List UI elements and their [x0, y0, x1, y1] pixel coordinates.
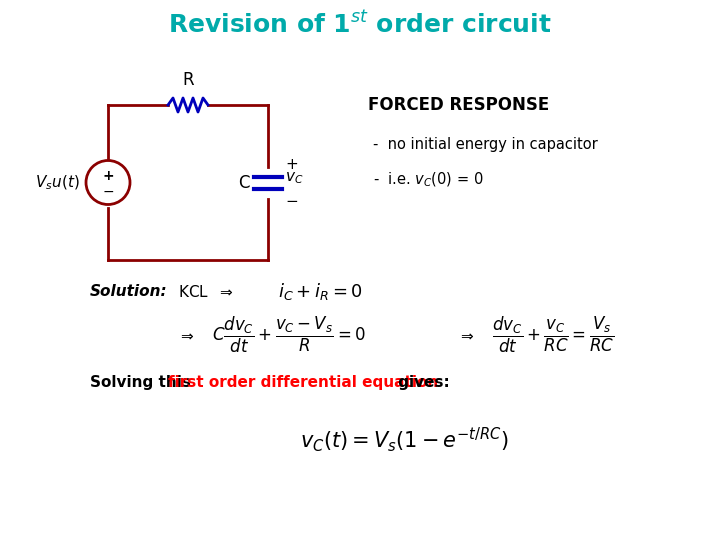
Text: $v_C(t) = V_s\left(1 - e^{-t/RC}\right)$: $v_C(t) = V_s\left(1 - e^{-t/RC}\right)$ [300, 426, 508, 454]
Text: KCL  $\Rightarrow$: KCL $\Rightarrow$ [178, 284, 234, 300]
Text: $v_C$: $v_C$ [285, 171, 303, 186]
Text: $i_C + i_R = 0$: $i_C + i_R = 0$ [278, 281, 363, 302]
Text: gives:: gives: [393, 375, 450, 389]
Text: +: + [285, 157, 298, 172]
Text: Revision of 1$^{st}$ order circuit: Revision of 1$^{st}$ order circuit [168, 12, 552, 38]
Text: R: R [182, 71, 194, 89]
Text: $\dfrac{dv_C}{dt} + \dfrac{v_C}{RC} = \dfrac{V_s}{RC}$: $\dfrac{dv_C}{dt} + \dfrac{v_C}{RC} = \d… [492, 315, 614, 355]
Text: -  i.e. $v_C$(0) = 0: - i.e. $v_C$(0) = 0 [373, 171, 483, 189]
Text: +: + [102, 168, 114, 183]
Text: -  no initial energy in capacitor: - no initial energy in capacitor [373, 138, 598, 152]
Text: Solution:: Solution: [90, 285, 168, 300]
Text: $\Rightarrow$: $\Rightarrow$ [458, 327, 475, 342]
Text: $-$: $-$ [285, 192, 298, 207]
Text: $-$: $-$ [102, 184, 114, 198]
Text: $\Rightarrow$: $\Rightarrow$ [178, 327, 195, 342]
Text: Solving this: Solving this [90, 375, 196, 389]
Text: FORCED RESPONSE: FORCED RESPONSE [368, 96, 549, 114]
Text: $V_su(t)$: $V_su(t)$ [35, 173, 80, 192]
Text: C: C [238, 173, 250, 192]
Text: $C\dfrac{dv_C}{dt} + \dfrac{v_C - V_s}{R} = 0$: $C\dfrac{dv_C}{dt} + \dfrac{v_C - V_s}{R… [212, 315, 366, 355]
Text: first order differential equation: first order differential equation [168, 375, 438, 389]
